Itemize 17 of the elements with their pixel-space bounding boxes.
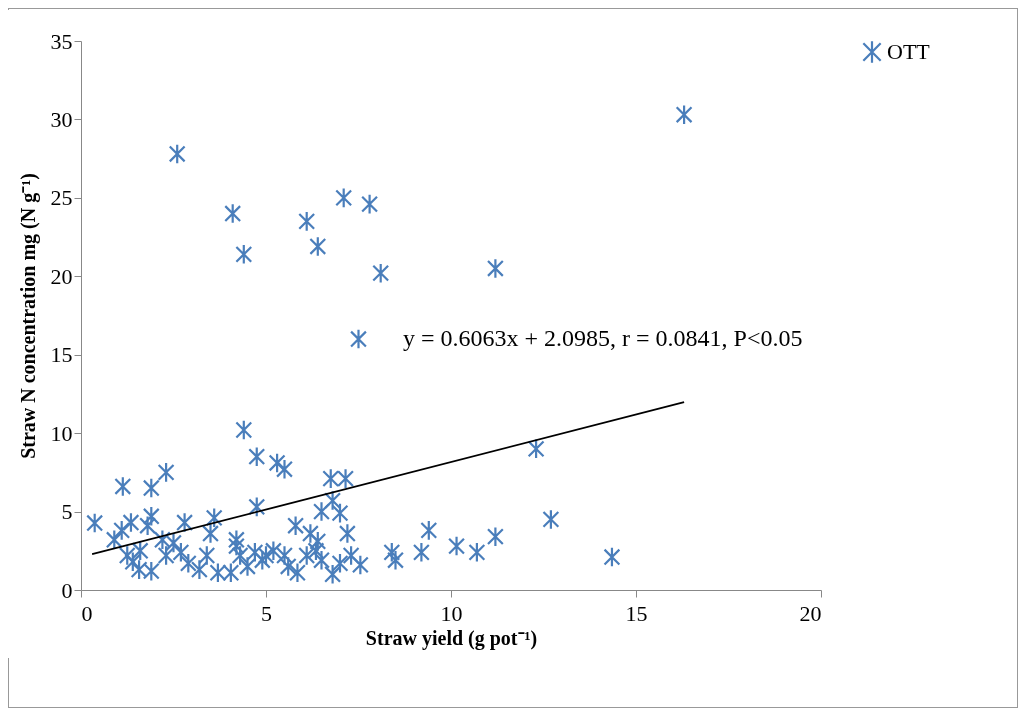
x-tick-label: 0 bbox=[81, 600, 93, 626]
y-tick-label: 20 bbox=[50, 263, 73, 289]
y-tick-label: 25 bbox=[50, 185, 73, 211]
y-tick-label: 5 bbox=[61, 499, 73, 525]
y-axis-title: Straw N concentration mg (N g⁻¹) bbox=[16, 173, 40, 459]
y-tick-label: 30 bbox=[50, 106, 73, 132]
annotation: y = 0.6063x + 2.0985, r = 0.0841, P<0.05 bbox=[403, 325, 803, 351]
y-tick-label: 0 bbox=[61, 577, 73, 603]
legend-label: OTT bbox=[887, 39, 931, 64]
x-axis-title: Straw yield (g pot⁻¹) bbox=[365, 626, 538, 650]
y-tick-label: 15 bbox=[50, 342, 73, 368]
x-tick-label: 20 bbox=[799, 600, 822, 626]
y-tick-label: 10 bbox=[50, 420, 73, 446]
x-tick-label: 15 bbox=[625, 600, 648, 626]
y-tick-label: 35 bbox=[50, 28, 73, 54]
x-tick-label: 5 bbox=[261, 600, 272, 626]
x-tick-label: 10 bbox=[440, 600, 463, 626]
